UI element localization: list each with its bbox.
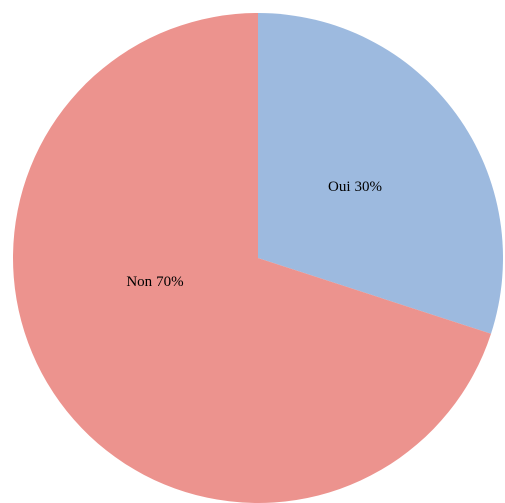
slice-value: 30% (355, 179, 383, 195)
slice-label: Oui 30% (328, 179, 382, 195)
pie-slice (13, 13, 492, 503)
slice-label: Non 70% (126, 274, 183, 290)
slice-category: Oui (328, 179, 351, 195)
pie-slice (258, 13, 503, 334)
slice-category: Non (126, 274, 152, 290)
slice-value: 70% (156, 274, 184, 290)
